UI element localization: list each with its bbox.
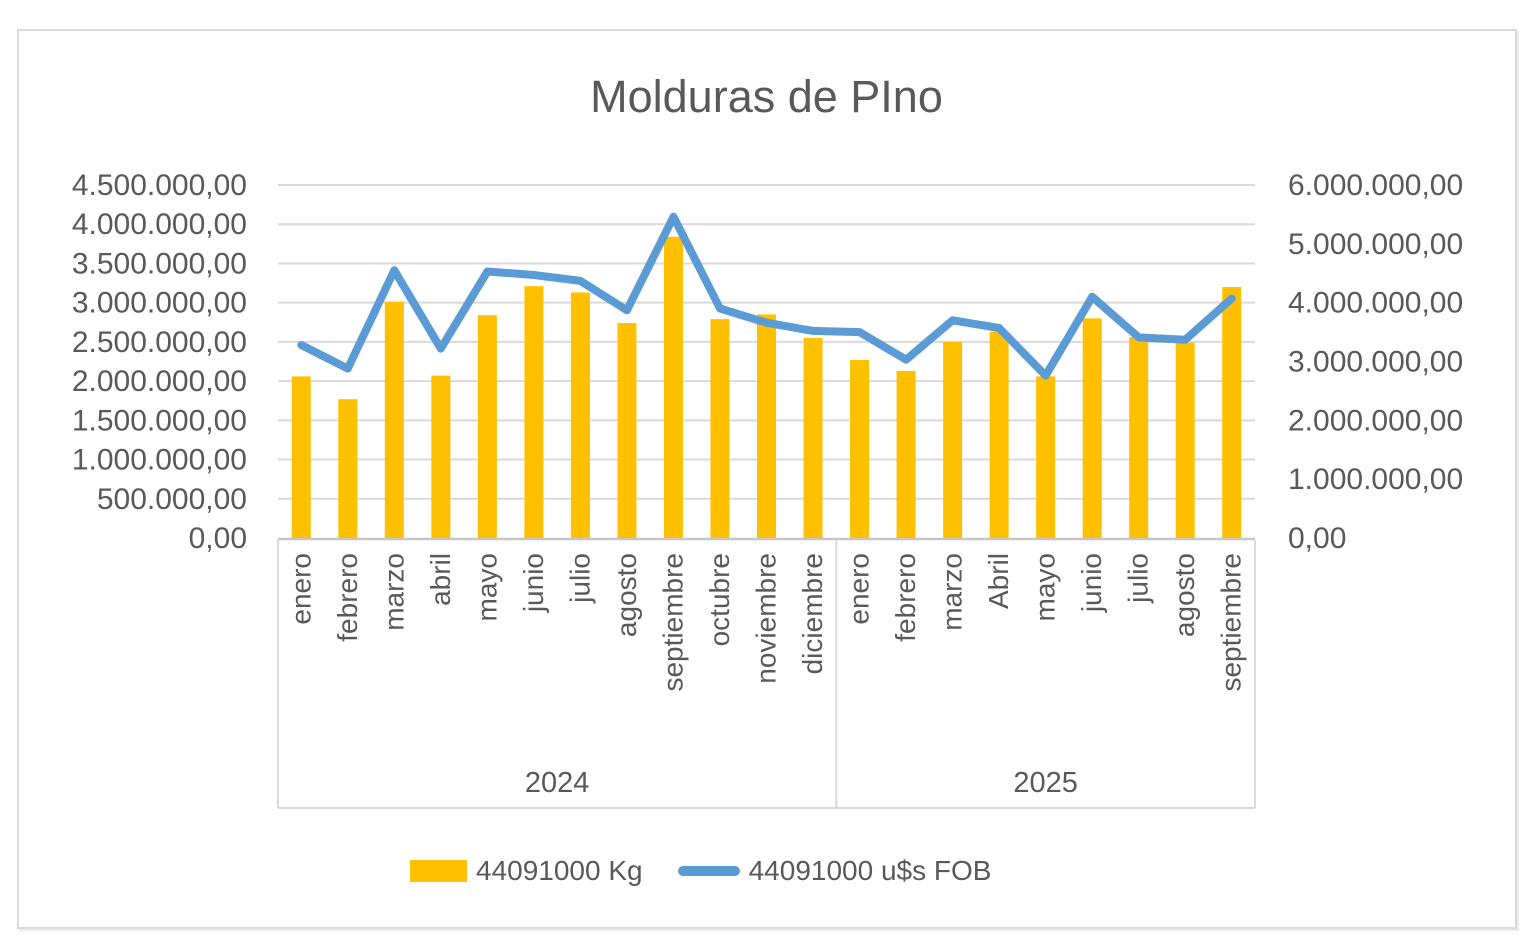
bar-44091000-kg bbox=[431, 375, 451, 538]
month-label: julio bbox=[1123, 553, 1154, 604]
left-axis-tick-label: 4.000.000,00 bbox=[72, 208, 247, 241]
bar-44091000-kg bbox=[338, 399, 358, 538]
line-44091000-usd-fob bbox=[297, 212, 1236, 380]
bar-44091000-kg bbox=[757, 314, 776, 538]
month-label: junio bbox=[1076, 553, 1107, 613]
left-axis-tick-label: 3.500.000,00 bbox=[72, 247, 247, 280]
month-label: diciembre bbox=[797, 553, 828, 674]
right-axis-tick-label: 3.000.000,00 bbox=[1288, 346, 1463, 379]
bar-44091000-kg bbox=[1222, 286, 1242, 538]
bar-44091000-kg bbox=[989, 331, 1009, 538]
month-label: octubre bbox=[704, 553, 735, 646]
month-label: enero bbox=[285, 553, 316, 625]
left-axis-tick-label: 0,00 bbox=[189, 522, 247, 555]
month-label: mayo bbox=[1030, 553, 1061, 621]
legend-item-kg: 44091000 Kg bbox=[410, 855, 643, 887]
bar-series-swatch-icon bbox=[410, 860, 467, 882]
legend-item-fob: 44091000 u$s FOB bbox=[677, 855, 992, 887]
year-label: 2024 bbox=[525, 767, 590, 799]
bar-44091000-kg bbox=[803, 337, 823, 538]
month-label: febrero bbox=[890, 553, 921, 642]
right-axis-tick-label: 2.000.000,00 bbox=[1288, 404, 1463, 437]
bar-44091000-kg bbox=[617, 323, 637, 538]
left-axis-tick-label: 3.000.000,00 bbox=[72, 287, 247, 320]
bar-44091000-kg bbox=[943, 341, 963, 538]
legend-label-fob: 44091000 u$s FOB bbox=[748, 855, 992, 886]
right-axis-tick-label: 5.000.000,00 bbox=[1288, 228, 1463, 261]
right-axis-tick-label: 0,00 bbox=[1288, 522, 1346, 555]
year-label: 2025 bbox=[1013, 767, 1078, 799]
bar-44091000-kg bbox=[1129, 337, 1149, 538]
legend-label-kg: 44091000 Kg bbox=[476, 855, 643, 886]
month-label: abril bbox=[425, 553, 456, 606]
month-label: Abril bbox=[983, 553, 1014, 609]
month-label: junio bbox=[518, 553, 549, 613]
right-axis-tick-label: 1.000.000,00 bbox=[1288, 463, 1463, 496]
bar-44091000-kg bbox=[896, 370, 916, 538]
month-label: marzo bbox=[937, 553, 968, 631]
month-label: noviembre bbox=[751, 553, 782, 684]
bar-44091000-kg bbox=[1175, 342, 1195, 538]
month-label: julio bbox=[564, 553, 595, 604]
month-label: mayo bbox=[471, 553, 502, 621]
month-label: marzo bbox=[378, 553, 409, 631]
right-axis-tick-label: 4.000.000,00 bbox=[1288, 287, 1463, 320]
chart-title: Molduras de PIno bbox=[590, 71, 943, 122]
bar-44091000-kg bbox=[384, 301, 404, 538]
left-axis-tick-label: 2.000.000,00 bbox=[72, 365, 247, 398]
month-label: agosto bbox=[1169, 553, 1200, 637]
month-label: septiembre bbox=[658, 553, 689, 692]
bar-44091000-kg bbox=[663, 236, 683, 539]
bar-44091000-kg bbox=[710, 319, 730, 538]
left-axis-tick-label: 1.000.000,00 bbox=[72, 444, 247, 477]
bar-44091000-kg bbox=[477, 315, 497, 538]
bar-44091000-kg bbox=[570, 292, 590, 538]
bar-44091000-kg bbox=[291, 376, 311, 538]
month-label: febrero bbox=[332, 553, 363, 642]
left-axis-tick-label: 4.500.000,00 bbox=[72, 169, 247, 202]
left-axis-tick-label: 2.500.000,00 bbox=[72, 326, 247, 359]
line-series-swatch-icon bbox=[677, 866, 740, 876]
left-axis-tick-label: 500.000,00 bbox=[97, 483, 247, 516]
month-label: septiembre bbox=[1216, 553, 1247, 692]
month-label: enero bbox=[844, 553, 875, 625]
bar-44091000-kg bbox=[1082, 318, 1102, 538]
month-label: agosto bbox=[611, 553, 642, 637]
bar-44091000-kg bbox=[850, 359, 870, 538]
bar-44091000-kg bbox=[524, 286, 544, 538]
bar-44091000-kg bbox=[1036, 376, 1056, 538]
right-axis-tick-label: 6.000.000,00 bbox=[1288, 169, 1463, 202]
left-axis-tick-label: 1.500.000,00 bbox=[72, 404, 247, 437]
chart-legend: 44091000 Kg 44091000 u$s FOB bbox=[410, 850, 991, 892]
